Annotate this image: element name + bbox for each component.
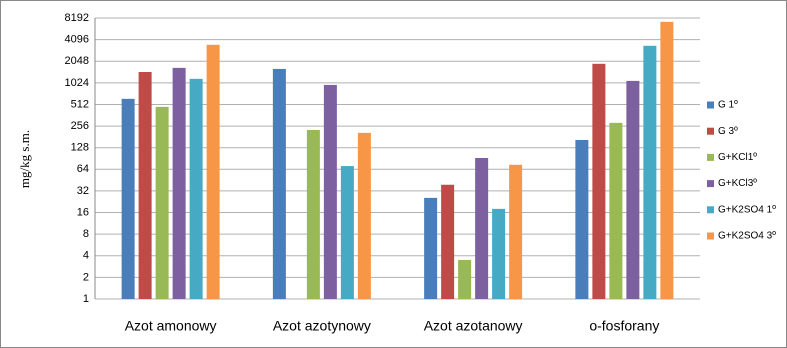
bar (475, 157, 489, 299)
y-axis-label: mg/kg s.m. (17, 130, 32, 188)
x-tick-label: o-fosforany (589, 318, 659, 334)
y-tick-label: 128 (71, 142, 89, 154)
bar (340, 166, 354, 299)
bar (626, 80, 640, 299)
bar (121, 98, 135, 299)
y-tick-label: 16 (77, 206, 89, 218)
y-tick-label: 1024 (65, 77, 89, 89)
legend-label: G 3º (718, 126, 738, 137)
bar (206, 44, 220, 300)
bar (458, 259, 472, 299)
y-tick-label: 32 (77, 185, 89, 197)
bar (609, 122, 623, 299)
bar (357, 132, 371, 299)
bar (592, 63, 606, 299)
y-tick-label: 256 (71, 120, 89, 132)
legend-swatch (707, 232, 714, 240)
y-tick-label: 64 (77, 163, 89, 175)
legend-swatch (707, 101, 714, 109)
y-tick-label: 1 (83, 293, 89, 305)
bar (643, 45, 657, 299)
bar (172, 67, 186, 299)
legend-label: G+K2SO4 3º (718, 231, 776, 242)
legend-swatch (707, 153, 714, 161)
y-tick-label: 8 (83, 228, 89, 240)
x-tick-label: Azot azotynowy (273, 318, 371, 334)
legend-swatch (707, 206, 714, 214)
legend-label: G+KCl3º (718, 178, 757, 189)
legend-label: G 1º (718, 100, 738, 111)
bar (575, 139, 589, 299)
y-tick-label: 8192 (65, 12, 89, 24)
y-tick-label: 4096 (65, 34, 89, 46)
bar (492, 208, 506, 299)
bar (660, 21, 674, 300)
y-tick-label: 512 (71, 98, 89, 110)
y-tick-label: 2 (83, 271, 89, 283)
x-tick-label: Azot amonowy (125, 318, 217, 334)
bar (509, 164, 523, 299)
legend-swatch (707, 180, 714, 188)
legend-label: G+KCl1º (718, 152, 757, 163)
bar (424, 197, 438, 299)
x-tick-label: Azot azotanowy (424, 318, 523, 334)
bar (189, 78, 203, 300)
bar (138, 71, 152, 299)
bar (155, 106, 169, 299)
bar (323, 84, 337, 299)
y-tick-label: 2048 (65, 55, 89, 67)
bar (272, 68, 286, 299)
legend-swatch (707, 127, 714, 135)
bar (306, 129, 320, 299)
legend-label: G+K2SO4 1º (718, 204, 776, 215)
bar (441, 184, 455, 299)
y-tick-label: 4 (83, 250, 89, 262)
